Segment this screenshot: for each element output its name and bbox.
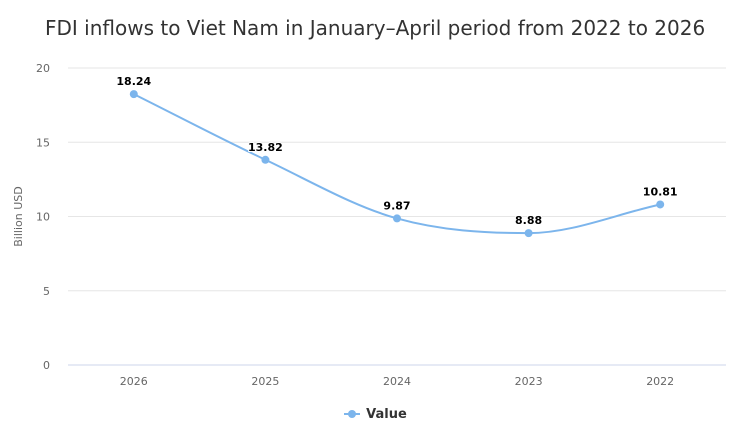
data-points <box>129 90 665 238</box>
x-tick-label: 2023 <box>515 375 543 388</box>
data-point[interactable] <box>261 155 270 164</box>
y-tick-label: 15 <box>36 136 50 149</box>
data-label: 8.88 <box>515 214 542 227</box>
y-axis-label: Billion USD <box>12 186 25 246</box>
chart-title: FDI inflows to Viet Nam in January–April… <box>45 16 706 40</box>
data-point[interactable] <box>656 200 665 209</box>
y-tick-label: 0 <box>43 359 50 372</box>
y-axis-ticks: 0 5 10 15 20 <box>36 62 50 372</box>
x-tick-label: 2026 <box>120 375 148 388</box>
data-point[interactable] <box>129 90 138 99</box>
data-label: 9.87 <box>383 199 410 212</box>
x-axis-ticks: 2026 2025 2024 2023 2022 <box>120 375 674 388</box>
y-tick-label: 20 <box>36 62 50 75</box>
legend-label: Value <box>366 406 407 422</box>
y-tick-label: 5 <box>43 285 50 298</box>
data-point[interactable] <box>524 229 533 238</box>
data-label: 18.24 <box>116 75 151 88</box>
legend-marker-icon <box>344 410 361 418</box>
data-labels: 18.24 13.82 9.87 8.88 10.81 <box>115 74 678 228</box>
y-tick-label: 10 <box>36 211 50 224</box>
data-label: 13.82 <box>248 141 283 154</box>
x-tick-label: 2024 <box>383 375 411 388</box>
x-tick-label: 2022 <box>646 375 674 388</box>
x-tick-label: 2025 <box>251 375 279 388</box>
data-point[interactable] <box>393 214 401 223</box>
data-label: 10.81 <box>643 185 678 198</box>
legend[interactable]: Value <box>0 405 751 424</box>
